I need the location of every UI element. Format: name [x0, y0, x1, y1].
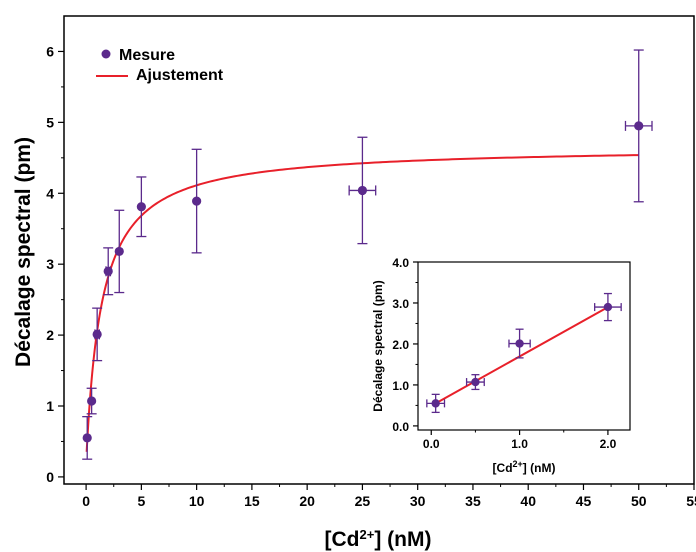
x-axis-label: [Cd2+] (nM) — [325, 527, 432, 552]
legend-label-fit: Ajustement — [136, 67, 224, 84]
x-tick-label: 55 — [686, 493, 696, 509]
x-tick-label: 25 — [355, 493, 371, 509]
x-tick-label: 0 — [82, 493, 90, 509]
data-point — [634, 121, 643, 130]
data-point — [137, 202, 146, 211]
y-tick-label: 4.0 — [392, 256, 409, 270]
data-point — [471, 378, 479, 386]
x-tick-label: 40 — [520, 493, 536, 509]
x-tick-label: 1.0 — [511, 437, 528, 451]
y-tick-label: 5 — [46, 114, 54, 130]
x-tick-label: 50 — [631, 493, 647, 509]
x-tick-label: 15 — [244, 493, 260, 509]
data-point — [515, 339, 523, 347]
inset-plot-frame — [418, 262, 630, 430]
y-tick-label: 0 — [46, 469, 54, 485]
y-tick-label: 0.0 — [392, 420, 409, 434]
data-point — [87, 396, 96, 405]
data-point — [192, 196, 201, 205]
legend-label-points: Mesure — [119, 47, 175, 64]
y-axis-label: Décalage spectral (pm) — [12, 137, 35, 367]
y-tick-label: 4 — [46, 185, 54, 201]
data-point — [115, 247, 124, 256]
y-tick-label: 1 — [46, 398, 54, 414]
inset-y-axis-label: Décalage spectral (pm) — [371, 280, 385, 411]
data-point — [83, 433, 92, 442]
x-tick-label: 10 — [189, 493, 205, 509]
inset-x-axis-label: [Cd2+] (nM) — [493, 459, 556, 475]
y-tick-label: 3 — [46, 256, 54, 272]
data-point — [431, 399, 439, 407]
y-tick-label: 6 — [46, 43, 54, 59]
data-point — [358, 186, 367, 195]
x-tick-label: 0.0 — [423, 437, 440, 451]
y-tick-label: 2 — [46, 327, 54, 343]
data-point — [104, 267, 113, 276]
y-tick-label: 3.0 — [392, 297, 409, 311]
x-tick-label: 30 — [410, 493, 426, 509]
y-tick-label: 1.0 — [392, 379, 409, 393]
x-tick-label: 2.0 — [600, 437, 617, 451]
y-tick-label: 2.0 — [392, 338, 409, 352]
data-point — [93, 330, 102, 339]
x-tick-label: 20 — [299, 493, 315, 509]
x-tick-label: 5 — [137, 493, 145, 509]
data-point — [604, 303, 612, 311]
legend-marker-points — [102, 50, 111, 59]
x-tick-label: 35 — [465, 493, 481, 509]
x-tick-label: 45 — [576, 493, 592, 509]
